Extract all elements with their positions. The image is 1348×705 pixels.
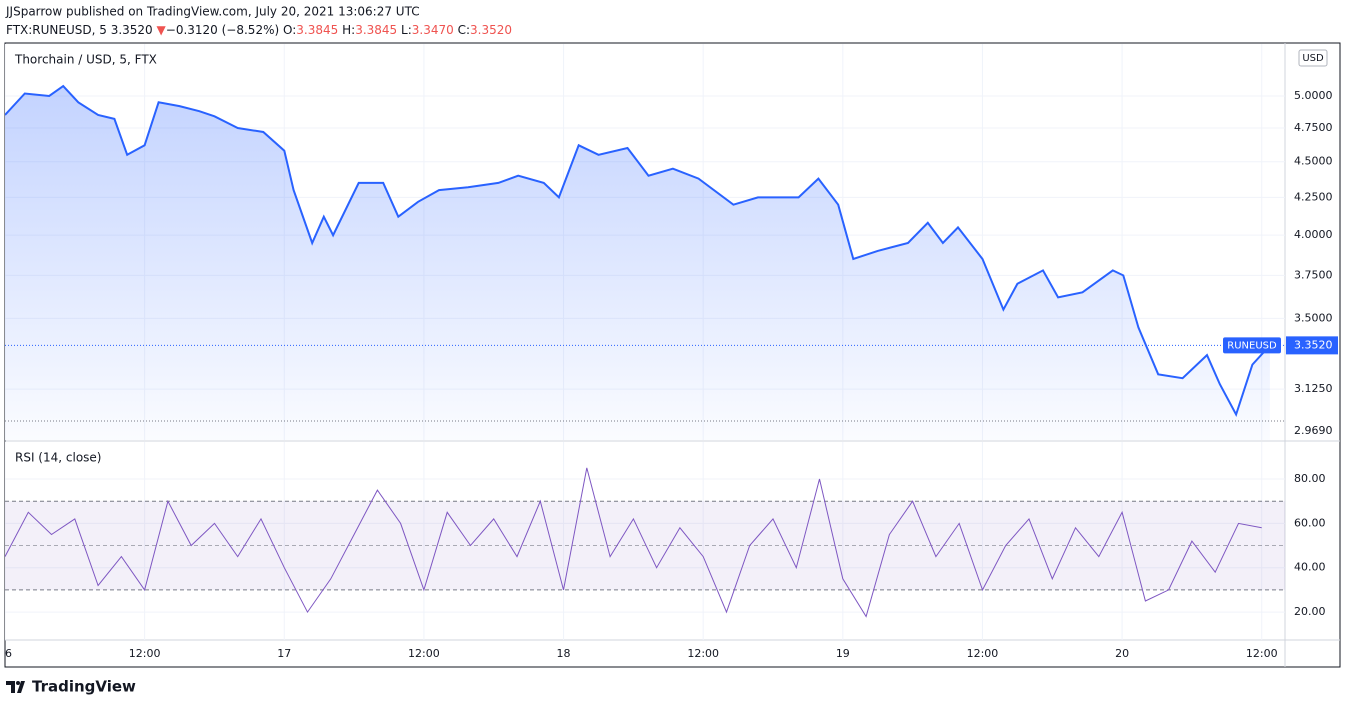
o: 3.3845: [296, 23, 338, 37]
y-tick-label: 3.7500: [1294, 268, 1333, 281]
o-label: O:: [283, 23, 296, 37]
chart-layer: 3.1250 3.5000 3.7500 4.0000 4.2500 4.5000 4.75…: [0, 44, 1338, 660]
currency-box: [1298, 49, 1328, 67]
x-tick-label: 12:00: [408, 647, 440, 660]
y-tick-label: 4.0000: [1294, 228, 1333, 241]
y-tick-label: 80.00: [1294, 472, 1326, 485]
symbol-tag-text: RUNEUSD: [1227, 340, 1277, 351]
time-axis: 16 12:00 17 12:00 18 12:00 19 12:00 20 12:00: [0, 647, 1278, 660]
publisher: JJSparrow published on TradingView.com, …: [5, 5, 420, 19]
l-label: L:: [401, 23, 412, 37]
x-tick-label: 19: [836, 647, 850, 660]
x-tick-label: 12:00: [129, 647, 161, 660]
change: −0.3120 (−8.52%): [166, 23, 279, 37]
x-tick-label: 12:00: [1246, 647, 1278, 660]
price-tag: [1286, 336, 1338, 355]
y-tick-label: 3.5000: [1294, 311, 1333, 324]
logo-dot: [16, 681, 20, 685]
low-label: 2.9690: [1294, 424, 1333, 437]
x-tick-label: 16: [0, 647, 12, 660]
logo: [6, 681, 25, 693]
logo-mark: [6, 681, 25, 693]
last: 3.3520: [111, 23, 153, 37]
symbol-line: FTX:RUNEUSD, 5 3.3520 ▼−0.3120 (−8.52%) …: [6, 23, 512, 37]
x-tick-label: 12:00: [687, 647, 719, 660]
c: 3.3520: [470, 23, 512, 37]
pane-title: Thorchain / USD, 5, FTX: [14, 53, 157, 67]
y-tick-label: 4.5000: [1294, 155, 1333, 168]
x-tick-label: 20: [1115, 647, 1129, 660]
symbol: FTX:RUNEUSD, 5: [6, 23, 107, 37]
h-label: H:: [342, 23, 355, 37]
y-tick-label: 40.00: [1294, 561, 1326, 574]
y-tick-label: 60.00: [1294, 516, 1326, 529]
area-fill: [5, 86, 1270, 440]
price-line: [5, 84, 1271, 418]
h: 3.3845: [355, 23, 397, 37]
x-tick-label: 18: [557, 647, 571, 660]
y-tick-label: 4.7500: [1294, 121, 1333, 134]
y-tick-label: 3.1250: [1294, 382, 1333, 395]
rsi-line: [5, 467, 1262, 618]
y-tick-label: 5.0000: [1294, 89, 1333, 102]
arrow: ▼: [157, 23, 167, 37]
pane-title: RSI (14, close): [15, 451, 101, 465]
y-tick-label: 20.00: [1294, 605, 1326, 618]
currency: USD: [1302, 53, 1324, 64]
x-tick-label: 12:00: [967, 647, 999, 660]
pane: [5, 442, 1285, 640]
x-tick-label: 17: [277, 647, 291, 660]
price-tag-text: 3.3520: [1294, 338, 1333, 351]
y-tick-label: 4.2500: [1294, 190, 1333, 203]
c-label: C:: [458, 23, 470, 37]
symbol-tag: [1223, 337, 1281, 354]
l: 3.3470: [412, 23, 454, 37]
pane: [5, 44, 1285, 440]
brand: TradingView: [32, 678, 136, 696]
